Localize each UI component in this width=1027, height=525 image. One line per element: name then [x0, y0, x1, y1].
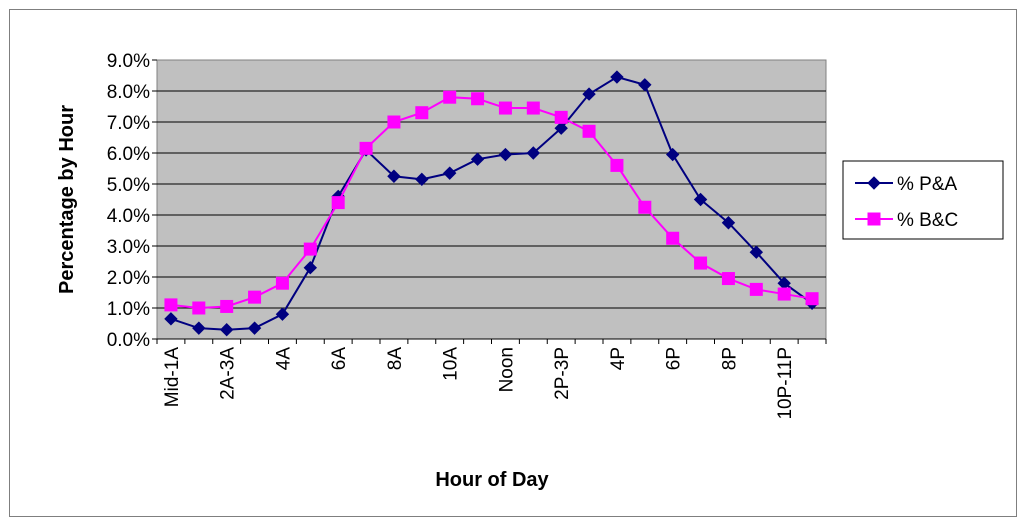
x-tick-label: 8P [719, 347, 740, 370]
data-point [582, 87, 596, 101]
data-point [805, 292, 819, 306]
data-point [275, 307, 290, 321]
legend: % P&A % B&C [842, 160, 1004, 240]
data-point [498, 101, 512, 115]
data-point [721, 272, 735, 286]
series-1 [164, 70, 819, 337]
data-point [867, 176, 881, 190]
data-point [526, 146, 541, 160]
y-tick-label: 6.0% [107, 144, 150, 165]
y-tick-label: 9.0% [107, 51, 150, 72]
data-point [693, 192, 708, 207]
data-point [638, 200, 652, 214]
data-point [303, 260, 318, 275]
data-point [359, 141, 373, 155]
y-axis-ticks: 0.0% 1.0% 2.0% 3.0% 4.0% 5.0% 6.0% 7.0% 8.0% 9.0% [107, 51, 157, 351]
data-point [247, 321, 262, 335]
y-axis-title: Percentage by Hour [56, 105, 78, 294]
y-tick-label: 5.0% [107, 175, 150, 196]
data-point [331, 196, 345, 210]
x-tick-label: 10A [441, 347, 462, 381]
series-line [170, 75, 813, 331]
y-tick-label: 7.0% [107, 113, 150, 134]
x-axis-ticks: Mid-1A 2A-3A 4A 6A 8A 10A Noon 2P-3P 4P 6P 8P 10P-1… [156, 338, 827, 420]
data-point [164, 298, 178, 312]
y-tick-label: 8.0% [107, 82, 150, 103]
data-point [275, 276, 289, 290]
y-tick-label: 3.0% [107, 237, 150, 258]
x-tick-label: 2A-3A [218, 347, 239, 400]
legend-label: % P&A [897, 174, 958, 195]
data-point [610, 158, 624, 172]
data-point [554, 110, 568, 124]
legend-item: % P&A [855, 174, 958, 195]
x-tick-label: 6P [664, 347, 685, 370]
gridlines [157, 90, 826, 309]
data-point [554, 121, 568, 135]
x-tick-label: 6A [329, 347, 350, 371]
series-layer [164, 70, 819, 337]
data-point [415, 172, 429, 187]
data-point [867, 212, 881, 226]
data-point [248, 290, 262, 304]
plot-area [156, 59, 827, 340]
y-tick-label: 1.0% [107, 299, 150, 320]
data-point [638, 78, 652, 92]
legend-label: % B&C [897, 210, 958, 231]
data-point [721, 216, 736, 230]
x-tick-label: Noon [496, 347, 517, 392]
y-tick-label: 2.0% [107, 268, 150, 289]
x-tick-label: 4P [608, 347, 629, 370]
data-point [387, 169, 401, 183]
y-tick-label: 4.0% [107, 206, 150, 227]
data-point [582, 124, 596, 138]
data-point [387, 115, 401, 129]
data-point [694, 256, 708, 270]
x-axis-title: Hour of Day [435, 469, 549, 491]
y-tick-label: 0.0% [107, 330, 150, 351]
data-point [219, 322, 234, 337]
data-point [471, 92, 485, 106]
x-tick-label: Mid-1A [162, 347, 183, 408]
data-point [666, 231, 680, 245]
x-tick-label: 8A [385, 347, 406, 371]
data-point [303, 242, 317, 256]
x-tick-label: 10P-11P [775, 347, 796, 420]
data-point [498, 147, 513, 162]
data-point [192, 301, 206, 315]
data-point [442, 166, 457, 180]
data-point [665, 147, 680, 162]
data-point [415, 106, 429, 120]
data-point [526, 101, 540, 115]
x-tick-label: 4A [273, 347, 294, 371]
x-tick-label: 2P-3P [552, 347, 573, 400]
series-2 [164, 90, 819, 315]
data-point [777, 287, 791, 301]
data-point [164, 312, 178, 326]
data-point [749, 245, 764, 259]
data-point [610, 70, 624, 84]
data-point [192, 321, 206, 335]
data-point [443, 90, 457, 104]
data-point [220, 299, 234, 313]
legend-box [842, 160, 1004, 240]
data-point [749, 282, 763, 296]
data-point [470, 152, 485, 166]
legend-item: % B&C [855, 210, 958, 231]
